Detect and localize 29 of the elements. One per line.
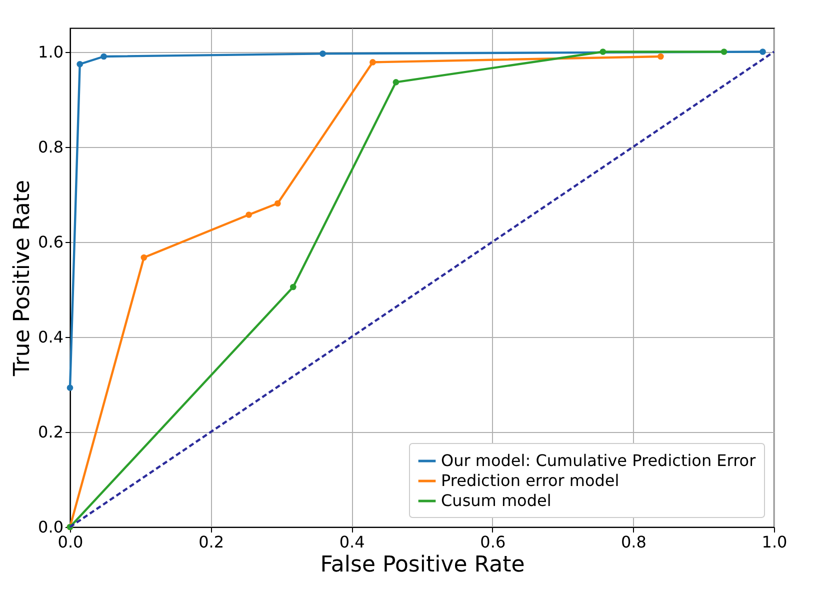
point xyxy=(76,60,84,68)
y-tick-label: 0.6 xyxy=(38,232,64,252)
point xyxy=(720,48,728,55)
x-tick-label: 0.8 xyxy=(620,532,646,552)
point xyxy=(140,254,148,261)
x-tick-label: 0.4 xyxy=(339,532,365,552)
legend-label: Prediction error model xyxy=(441,471,620,490)
point xyxy=(657,53,664,60)
point xyxy=(760,48,766,55)
x-tick-label: 1.0 xyxy=(762,532,788,552)
point xyxy=(370,59,376,66)
point xyxy=(290,284,296,290)
y-axis-title: True Positive Rate xyxy=(10,180,36,377)
point xyxy=(392,79,400,86)
point xyxy=(246,212,252,218)
point xyxy=(100,53,107,60)
y-tick-label: 0.2 xyxy=(38,422,64,442)
point xyxy=(320,50,326,57)
point xyxy=(66,384,74,391)
point xyxy=(274,200,281,207)
x-tick-label: 0.2 xyxy=(198,532,224,552)
y-tick-label: 0.8 xyxy=(38,137,64,156)
legend-label: Our model: Cumulative Prediction Error xyxy=(441,451,756,470)
y-tick-label: 1.0 xyxy=(38,42,64,62)
x-tick-label: 0.6 xyxy=(480,532,506,552)
y-tick-label: 0.4 xyxy=(38,327,64,346)
x-axis-title: False Positive Rate xyxy=(320,552,525,578)
point xyxy=(600,48,606,55)
legend-label: Cusum model xyxy=(441,491,552,510)
